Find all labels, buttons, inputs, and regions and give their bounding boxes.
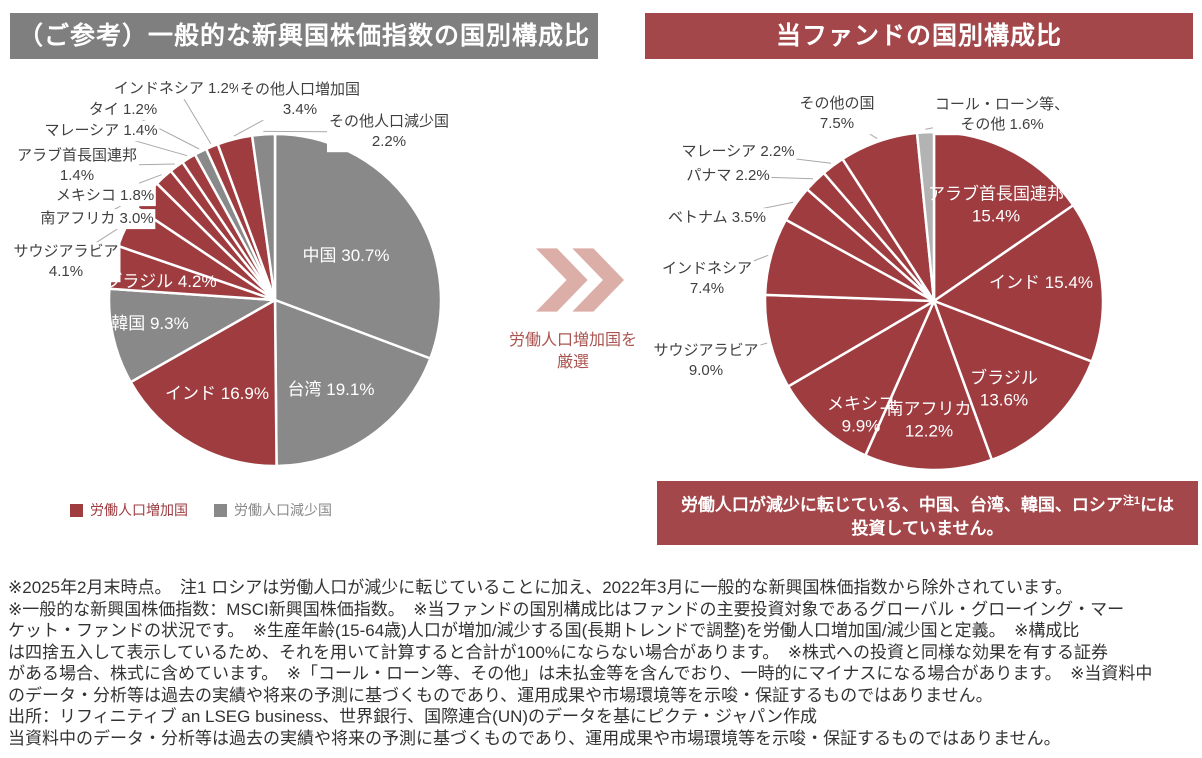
banner-text-pre: 労働人口が減少に転じている、中国、台湾、韓国、ロシア [680, 495, 1123, 515]
banner-footnote-ref: 注1 [1122, 495, 1141, 507]
pie-slice [932, 204, 1105, 363]
pie-slice [273, 298, 432, 468]
legend-swatch-increase [70, 503, 83, 517]
pie-slice [932, 299, 1094, 462]
no-investment-banner-line2: 投資していません。 [851, 518, 1004, 538]
index-chart-title: （ご参考）一般的な新興国株価指数の国別構成比 [10, 13, 598, 59]
footnotes: ※2025年2月末時点。 注1 ロシアは労働人口が減少に転じていることに加え、2… [8, 577, 1200, 749]
legend-label-decrease: 労働人口減少国 [234, 502, 332, 518]
label-leader-line [263, 130, 390, 133]
label-leader-line [836, 113, 878, 140]
pie-slice [786, 299, 936, 457]
banner-text-post: には [1140, 495, 1175, 515]
pie-slice [250, 132, 277, 302]
footnote-line: ※一般的な新興国株価指数：MSCI新興国株価指数。 ※当ファンドの国別構成比はフ… [8, 599, 1125, 619]
pie-slice [864, 299, 994, 472]
label-leader-line [122, 109, 200, 150]
no-investment-banner: 労働人口が減少に転じている、中国、台湾、韓国、ロシア注1には 投資していません。 [657, 481, 1198, 545]
transition-caption-line1: 労働人口増加国を [508, 332, 637, 349]
legend-label-increase: 労働人口増加国 [90, 502, 188, 518]
label-leader-line [705, 342, 768, 362]
footnote-line: 出所：リフィニティブ an LSEG business、世界銀行、国際連合(UN… [8, 707, 818, 726]
label-leader-line [706, 254, 769, 280]
label-leader-line [925, 114, 1003, 130]
label-leader-line [233, 99, 301, 137]
no-investment-banner-line1: 労働人口が減少に転じている、中国、台湾、韓国、ロシア注1には [657, 490, 1198, 517]
pie-slice [763, 293, 936, 388]
footnote-line: がある場合、株式に含めています。 ※「コール・ローン等、その他」は未払金等を含ん… [8, 664, 1153, 683]
legend-item-increase: 労働人口増加国 [70, 500, 188, 520]
transition-caption: 労働人口増加国を 厳選 [478, 330, 668, 374]
legend-item-decrease: 労働人口減少国 [214, 500, 332, 520]
pie-slice [107, 287, 277, 384]
chart-legend: 労働人口増加国 労働人口減少国 [70, 500, 332, 520]
footnote-line: は四捨五入して表示しているため、それを用いて計算すると合計が100%にならない場… [8, 642, 1108, 662]
label-leader-line [727, 175, 814, 180]
transition-caption-line2: 厳選 [556, 354, 589, 371]
label-leader-line [177, 88, 212, 144]
label-leader-line [76, 163, 175, 167]
pie-slice [273, 132, 443, 360]
legend-swatch-decrease [214, 503, 227, 517]
footnote-line: のデータ・分析等は過去の実績や将来の予測に基づくものであり、運用成果や市場環境等… [8, 685, 993, 705]
pie-slice [129, 298, 278, 468]
label-leader-line [716, 201, 794, 219]
footnote-line: ケット・ファンドの状況です。 ※生産年齢(15-64歳)人口が増加/減少する国(… [8, 621, 1080, 640]
double-chevron-icon [536, 248, 624, 312]
footnote-line: 当資料中のデータ・分析等は過去の実績や将来の予測に基づくものであり、運用成果や市… [8, 728, 1061, 748]
footnote-line: ※2025年2月末時点。 注1 ロシアは労働人口が減少に転じていることに加え、2… [8, 578, 1073, 597]
label-leader-line [737, 151, 832, 164]
label-leader-line [100, 130, 188, 157]
fund-chart-title: 当ファンドの国別構成比 [645, 13, 1193, 59]
